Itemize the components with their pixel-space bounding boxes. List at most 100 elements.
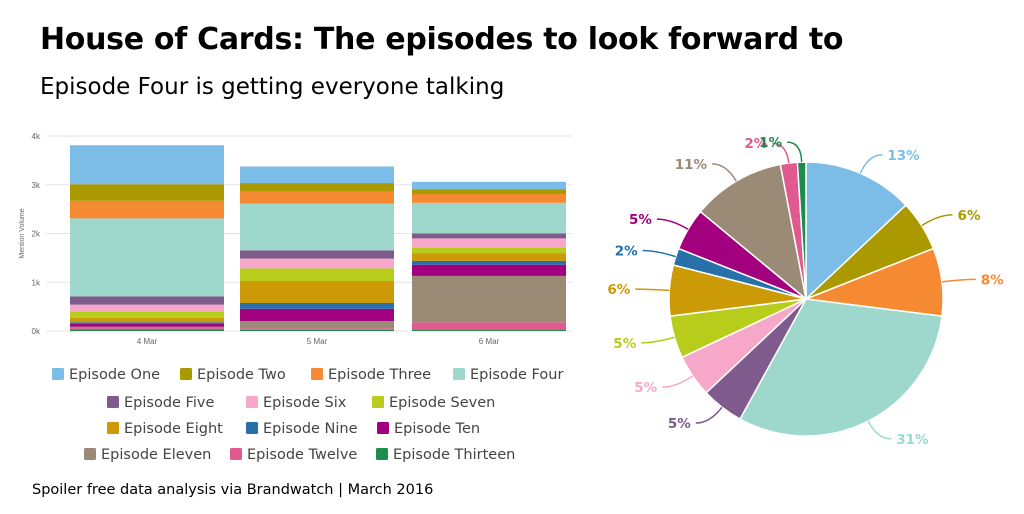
pie-slice-label: 13% [887, 148, 920, 164]
bar-segment [412, 238, 566, 248]
pie-slice-label: 31% [896, 432, 929, 448]
pie-leader-line [859, 154, 883, 174]
bar-segment [70, 184, 224, 201]
legend-swatch [107, 396, 119, 408]
bar-segment [412, 194, 566, 203]
legend-item: Episode Eight [107, 421, 223, 437]
pie-slice-label: 6% [958, 208, 981, 224]
page-subtitle: Episode Four is getting everyone talking [40, 74, 505, 100]
bar-segment [70, 200, 224, 219]
legend-item: Episode Nine [246, 421, 358, 437]
bar-segment [70, 296, 224, 305]
bar-segment [70, 329, 224, 331]
bar-segment [412, 322, 566, 331]
legend-label: Episode Eight [124, 421, 223, 437]
bar-segment [70, 326, 224, 329]
legend-swatch [180, 368, 192, 380]
bar-segment [412, 189, 566, 195]
bar-segment [240, 268, 394, 282]
x-tick-label: 4 Mar [137, 337, 158, 346]
legend-swatch [107, 422, 119, 434]
bar-segment [412, 181, 566, 190]
stacked-bar-chart: 0k 1k 2k 3k 4k Mention Volume 4 Mar 5 Mar 6 Mar [19, 132, 572, 346]
legend-label: Episode Six [263, 395, 347, 411]
bar-segment [240, 321, 394, 329]
legend-swatch [377, 422, 389, 434]
pie-leader-line [921, 214, 953, 227]
bar-segment [240, 191, 394, 204]
pie-leader-line [867, 420, 892, 440]
pie-slice-label: 2% [744, 136, 767, 152]
legend-label: Episode Five [124, 395, 214, 411]
legend-swatch [453, 368, 465, 380]
pie-leader-line [695, 406, 723, 424]
legend-item: Episode Eleven [84, 447, 211, 463]
legend-item: Episode Ten [377, 421, 480, 437]
pie-leader-line [787, 141, 803, 163]
legend-item: Episode Twelve [230, 447, 357, 463]
y-tick-label: 2k [32, 230, 41, 239]
bar-segment [240, 302, 394, 309]
bar-segment [240, 281, 394, 303]
legend-item: Episode Four [453, 367, 563, 383]
bar-segment [70, 322, 224, 324]
legend-item: Episode Thirteen [376, 447, 515, 463]
pie-slice-label: 6% [607, 282, 630, 298]
pie-leader-line [712, 163, 737, 182]
legend-label: Episode Seven [389, 395, 495, 411]
bar-segment [240, 183, 394, 192]
x-tick-label: 6 Mar [479, 337, 500, 346]
y-tick-label: 4k [32, 132, 41, 141]
legend-item: Episode Two [180, 367, 286, 383]
bar-segment [412, 202, 566, 234]
bar-segment [70, 218, 224, 297]
pie-slice-label: 1% [759, 135, 782, 151]
bar-segment [240, 166, 394, 184]
pie-slice-label: 8% [981, 272, 1004, 288]
pie-leader-line [656, 218, 689, 230]
bar-segment [240, 329, 394, 331]
bar-segment [240, 250, 394, 259]
bar-segment [412, 247, 566, 254]
pie-slice-label: 11% [675, 157, 708, 173]
legend-swatch [84, 448, 96, 460]
chart-legend: Episode One Episode Two Episode Three Episo… [52, 367, 563, 463]
bar-segment [240, 328, 394, 330]
pie-leader-line [662, 375, 694, 388]
legend-item: Episode Six [246, 395, 347, 411]
bar-segment [412, 233, 566, 239]
bar-segment [412, 264, 566, 276]
pie-slice-label: 2% [615, 243, 638, 259]
legend-label: Episode Eleven [101, 447, 211, 463]
legend-label: Episode Thirteen [393, 447, 515, 463]
legend-swatch [311, 368, 323, 380]
bar-segment [70, 311, 224, 318]
bar-segment [412, 330, 566, 331]
bar-segment [412, 260, 566, 265]
pie-slice-label: 5% [629, 212, 652, 228]
legend-swatch [52, 368, 64, 380]
bar-segment [412, 253, 566, 261]
legend-label: Episode One [69, 367, 160, 383]
pie-slice-label: 5% [634, 380, 657, 396]
bar-segment [240, 258, 394, 269]
legend-label: Episode Two [197, 367, 286, 383]
bar-segment [240, 203, 394, 251]
y-tick-label: 1k [32, 278, 41, 287]
legend-item: Episode Three [311, 367, 431, 383]
bar-segment [240, 308, 394, 322]
legend-label: Episode Nine [263, 421, 358, 437]
bar-segment [412, 275, 566, 323]
pie-leader-line [941, 278, 976, 283]
pie-leader-line [642, 249, 676, 258]
bar-segment [70, 317, 224, 323]
legend-label: Episode Twelve [247, 447, 357, 463]
legend-item: Episode One [52, 367, 160, 383]
legend-swatch [376, 448, 388, 460]
legend-swatch [230, 448, 242, 460]
bar-segment [70, 328, 224, 330]
legend-swatch [246, 396, 258, 408]
page-title: House of Cards: The episodes to look for… [40, 22, 844, 57]
legend-label: Episode Ten [394, 421, 480, 437]
